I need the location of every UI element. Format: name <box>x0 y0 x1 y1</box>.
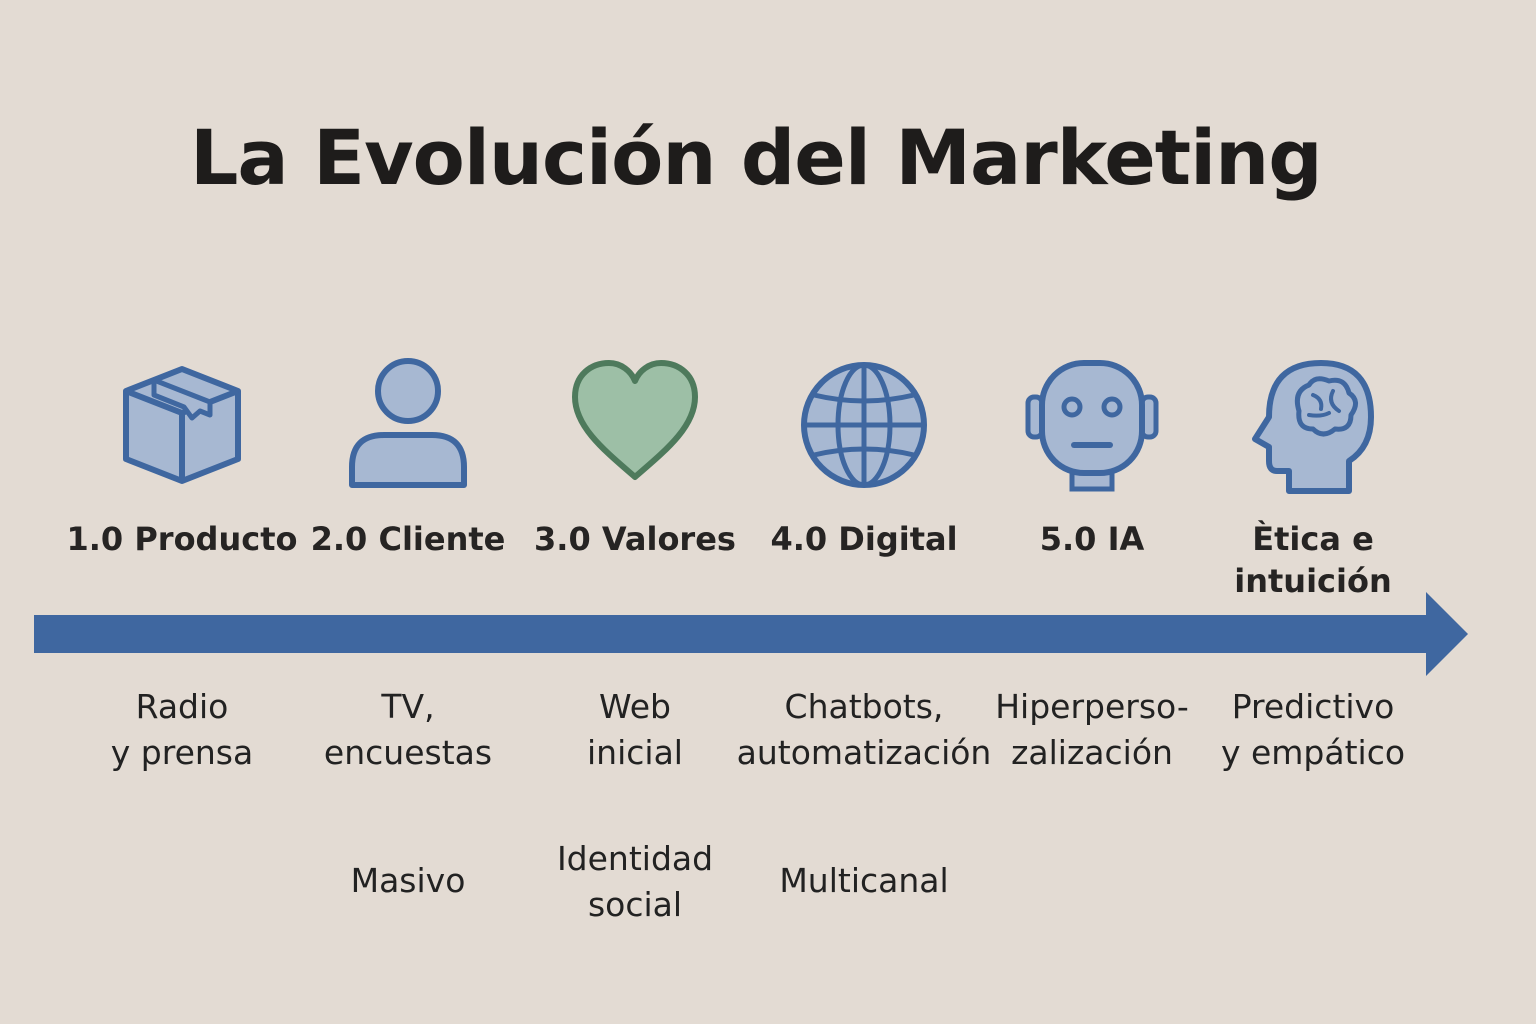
stage-label: 3.0 Valores <box>534 520 736 558</box>
stage-channel: Chatbots, automatización <box>736 687 992 772</box>
stage-valores: 3.0 Valores Web inicial Identidad social <box>515 0 755 1024</box>
stage-focus: Multicanal <box>779 861 949 900</box>
stage-ia: 5.0 IA Hiperperso- zalización <box>972 0 1212 1024</box>
stage-label: Ètica e intuición <box>1234 520 1392 600</box>
stage-label: 5.0 IA <box>1039 520 1145 558</box>
robot-icon <box>1025 360 1159 492</box>
stage-focus: Masivo <box>350 861 466 900</box>
stage-label: 4.0 Digital <box>770 520 958 558</box>
stage-digital: 4.0 Digital Chatbots, automatización Mul… <box>737 0 991 1024</box>
stage-label: 1.0 Producto <box>66 520 298 558</box>
heart-icon <box>572 360 698 480</box>
person-icon <box>349 358 467 488</box>
stage-channel: Radio y prensa <box>110 687 254 772</box>
stage-producto: 1.0 Producto Radio y prensa <box>62 0 302 1024</box>
stage-focus: Identidad social <box>556 839 714 924</box>
page-title: La Evolución del Marketing <box>190 113 1323 202</box>
globe-icon <box>801 362 927 488</box>
stage-label: 2.0 Cliente <box>310 520 506 558</box>
stage-channel: Predictivo y empático <box>1220 687 1406 772</box>
stage-channel: TV, encuestas <box>323 687 493 772</box>
stage-cliente: 2.0 Cliente TV, encuestas Masivo <box>288 0 528 1024</box>
stage-etica: Ètica e intuición Predictivo y empático <box>1193 0 1433 1024</box>
brain-head-icon <box>1252 360 1374 494</box>
timeline-arrow <box>34 592 1468 676</box>
box-icon <box>123 366 241 484</box>
stage-channel: Web inicial <box>587 687 683 772</box>
stage-channel: Hiperperso- zalización <box>995 687 1189 772</box>
